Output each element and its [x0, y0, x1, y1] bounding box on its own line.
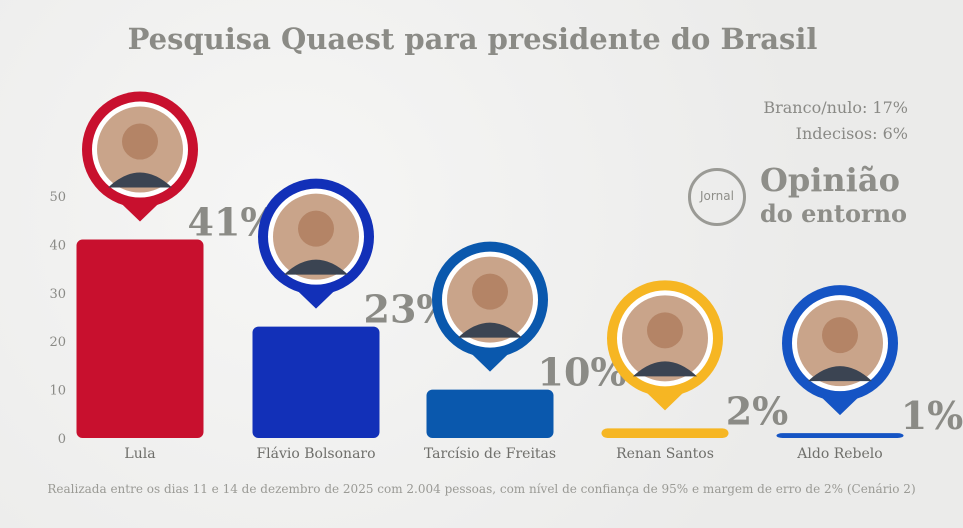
bar	[776, 433, 904, 438]
y-tick-label: 50	[49, 190, 66, 205]
candidate-shoulders	[108, 172, 172, 188]
candidate-face	[472, 273, 508, 310]
candidate-shoulders	[633, 361, 697, 377]
y-tick-label: 10	[49, 384, 66, 399]
candidate-shoulders	[458, 322, 522, 338]
bar	[252, 326, 380, 438]
chart-title: Pesquisa Quaest para presidente do Brasi…	[127, 22, 818, 56]
bar	[76, 239, 204, 438]
candidate-face	[647, 312, 683, 349]
bar	[601, 428, 729, 438]
logo-ring-icon	[688, 168, 746, 226]
footer-note: Realizada entre os dias 11 e 14 de dezem…	[47, 482, 916, 496]
logo-line2: do entorno	[760, 199, 908, 228]
logo-small-text: Jornal	[700, 189, 734, 203]
x-tick-label: Renan Santos	[616, 446, 714, 462]
y-tick-label: 30	[49, 287, 66, 302]
branco-nulo-note: Branco/nulo: 17%	[763, 98, 908, 117]
candidate-face	[122, 123, 158, 160]
data-label: 2%	[726, 388, 789, 433]
bar	[426, 389, 554, 438]
x-tick-label: Flávio Bolsonaro	[256, 446, 375, 462]
candidate-shoulders	[808, 366, 872, 382]
y-tick-label: 0	[58, 432, 66, 447]
y-tick-label: 40	[49, 238, 66, 253]
x-tick-label: Aldo Rebelo	[796, 446, 882, 462]
logo-line1: Opinião	[760, 161, 900, 199]
data-label: 1%	[901, 393, 963, 438]
candidate-face	[822, 317, 858, 354]
candidate-face	[298, 210, 334, 247]
logo: Jornal Opinião do entorno	[688, 162, 913, 232]
x-tick-label: Tarcísio de Freitas	[424, 446, 556, 462]
candidate-shoulders	[284, 259, 348, 275]
x-tick-label: Lula	[124, 446, 155, 462]
indecisos-note: Indecisos: 6%	[795, 124, 908, 143]
y-tick-label: 20	[49, 335, 66, 350]
